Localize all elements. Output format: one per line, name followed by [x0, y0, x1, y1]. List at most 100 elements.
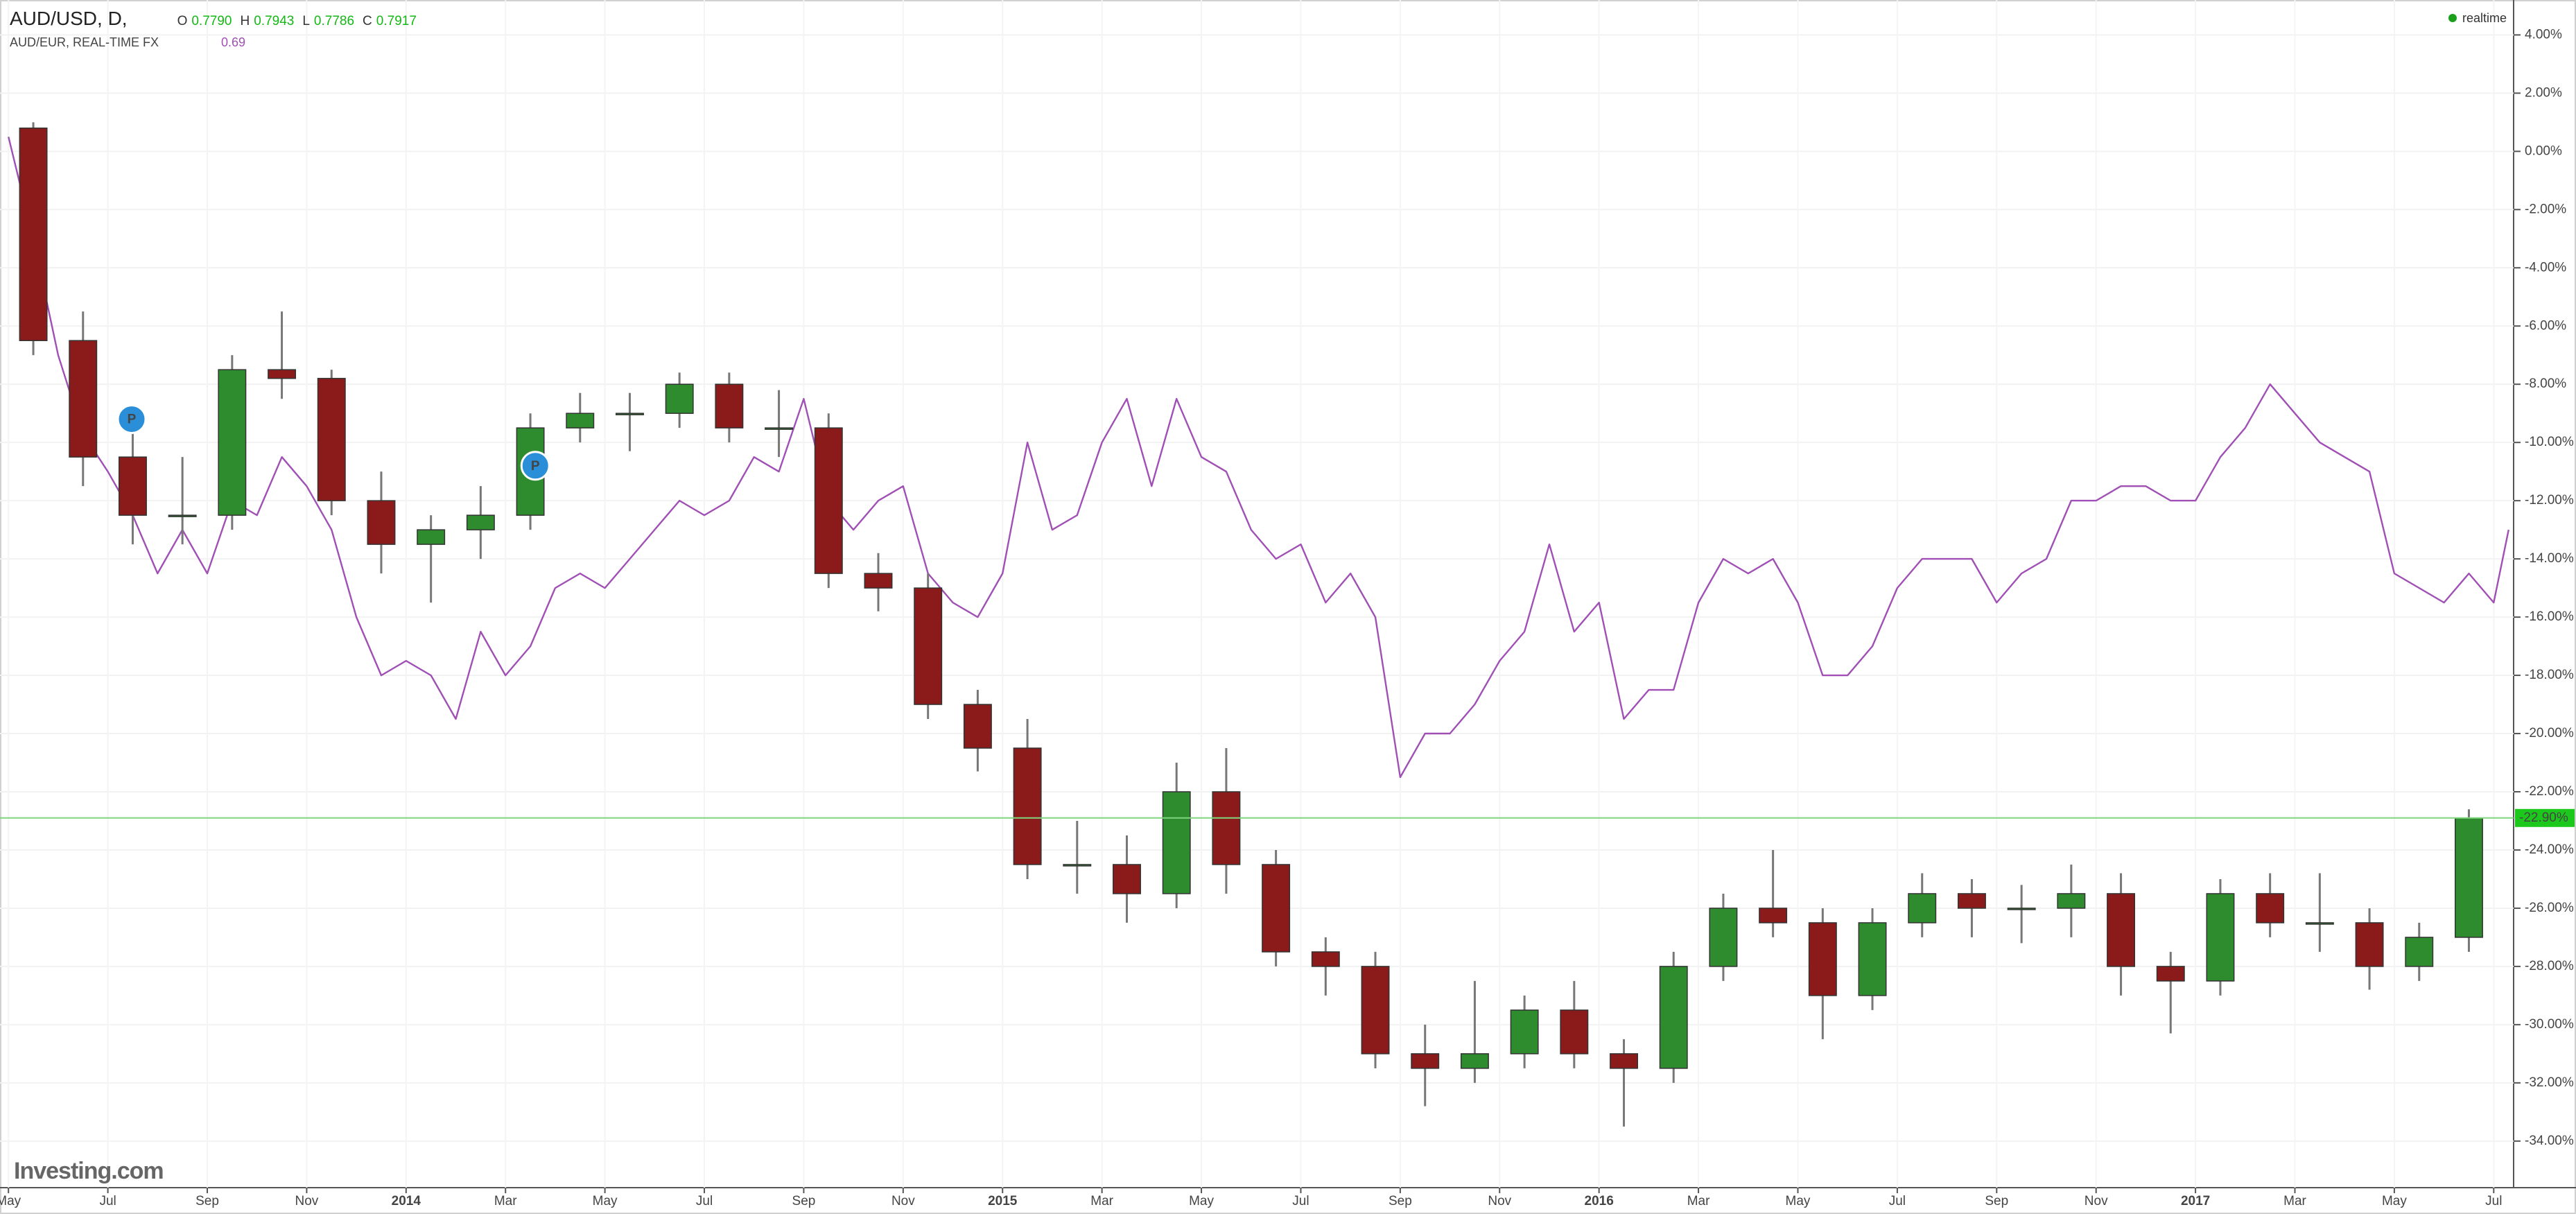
candle-body: [1361, 966, 1390, 1055]
ohlc-value: 0.7943: [254, 14, 295, 28]
y-tick-label: -24.00%: [2525, 842, 2574, 857]
candle-body: [616, 413, 644, 415]
ohlc-value: 0.7917: [376, 14, 417, 28]
y-tick-label: -10.00%: [2525, 435, 2574, 449]
overlay-row: AUD/EUR, REAL-TIME FX 0.69: [10, 32, 417, 53]
x-tick-label: Sep: [1985, 1194, 2008, 1208]
y-tick-label: -20.00%: [2525, 726, 2574, 740]
annotation-label: P: [531, 459, 540, 474]
candle-body: [1063, 864, 1092, 867]
candle-body: [2206, 893, 2235, 982]
x-tick-label: May: [593, 1194, 618, 1208]
candle-body: [864, 573, 893, 589]
x-tick-label: Mar: [2283, 1194, 2306, 1208]
overlay-line: [8, 137, 2509, 779]
y-tick-label: -34.00%: [2525, 1134, 2574, 1148]
candle-body: [566, 413, 595, 428]
candle-body: [466, 514, 495, 530]
candle-body: [1460, 1053, 1489, 1069]
y-tick-label: -4.00%: [2525, 260, 2566, 275]
candle-body: [218, 369, 247, 516]
candle-body: [1560, 1009, 1589, 1055]
y-tick-label: -2.00%: [2525, 202, 2566, 216]
ohlc: O 0.7790 H 0.7943 L 0.7786 C 0.7917: [169, 14, 417, 28]
candle-body: [2057, 893, 2086, 909]
x-tick-label: May: [2382, 1194, 2407, 1208]
y-tick-label: 2.00%: [2525, 85, 2562, 100]
y-tick-label: -6.00%: [2525, 318, 2566, 333]
x-tick-label: Nov: [295, 1194, 319, 1208]
x-tick-label: Nov: [891, 1194, 915, 1208]
y-tick-label: -26.00%: [2525, 901, 2574, 915]
x-tick-label: Sep: [1389, 1194, 1412, 1208]
candle-body: [1957, 893, 1986, 909]
candle-body: [417, 529, 446, 545]
y-tick-label: -18.00%: [2525, 668, 2574, 682]
candle-body: [1162, 791, 1191, 894]
annotation-marker: [520, 451, 550, 481]
candle-body: [2007, 908, 2036, 910]
x-tick-label: Jul: [2485, 1194, 2502, 1208]
x-tick-label: Nov: [2085, 1194, 2108, 1208]
x-tick-label: Jul: [1292, 1194, 1309, 1208]
candle-body: [1908, 893, 1937, 923]
y-tick-label: -8.00%: [2525, 376, 2566, 391]
candle-body: [1262, 864, 1291, 953]
x-tick-label: Jul: [696, 1194, 713, 1208]
candle-body: [317, 378, 346, 501]
candle-body: [1610, 1053, 1638, 1069]
candle-body: [2405, 937, 2434, 967]
candle-body: [914, 587, 943, 705]
ohlc-key: O: [177, 14, 188, 28]
candle-body: [715, 383, 744, 428]
y-tick-label: -12.00%: [2525, 493, 2574, 508]
candle-body: [814, 427, 843, 574]
overlay-value: 0.69: [221, 35, 246, 49]
x-tick-label: May: [1189, 1194, 1214, 1208]
candle-body: [963, 704, 992, 749]
x-tick-label: Jul: [1889, 1194, 1906, 1208]
x-tick-label: May: [0, 1194, 21, 1208]
y-tick-label: -28.00%: [2525, 959, 2574, 973]
candle-body: [1311, 951, 1340, 967]
candle-body: [1113, 864, 1141, 894]
x-tick-label: Nov: [1488, 1194, 1511, 1208]
annotation-marker: [116, 404, 147, 435]
x-tick-label: Sep: [792, 1194, 816, 1208]
last-price-box: [2515, 808, 2575, 827]
candle-body: [118, 456, 147, 516]
x-tick-label: 2016: [1585, 1194, 1614, 1208]
x-tick-label: 2015: [988, 1194, 1018, 1208]
candle-body: [1759, 908, 1788, 923]
x-tick-label: 2017: [2181, 1194, 2210, 1208]
x-tick-label: May: [1786, 1194, 1811, 1208]
symbol-title: AUD/USD, D,: [10, 8, 128, 29]
overlay-name: AUD/EUR, REAL-TIME FX: [10, 35, 159, 49]
candle-body: [2305, 922, 2334, 925]
x-tick-label: Sep: [195, 1194, 219, 1208]
candle-body: [69, 340, 98, 458]
ohlc-value: 0.7786: [313, 14, 355, 28]
y-tick-label: 0.00%: [2525, 144, 2562, 158]
y-tick-label: -14.00%: [2525, 551, 2574, 566]
ohlc-key: C: [363, 14, 372, 28]
candle-body: [1858, 922, 1887, 996]
x-tick-label: Jul: [99, 1194, 116, 1208]
candle-body: [1411, 1053, 1440, 1069]
candle-body: [2107, 893, 2136, 967]
y-tick-label: -30.00%: [2525, 1017, 2574, 1032]
candle-body: [1510, 1009, 1539, 1055]
annotation-label: P: [128, 413, 137, 427]
main-row: AUD/USD, D, O 0.7790 H 0.7943 L 0.7786 C 0.7917: [10, 8, 417, 32]
candle-body: [367, 500, 396, 545]
candle-body: [1212, 791, 1241, 865]
candle-body: [168, 514, 197, 517]
x-tick-label: 2014: [392, 1194, 421, 1208]
last-price-label: -22.90%: [2519, 810, 2568, 825]
candle-body: [2355, 922, 2384, 967]
candle-body: [2256, 893, 2285, 923]
candle-body: [1709, 908, 1738, 967]
